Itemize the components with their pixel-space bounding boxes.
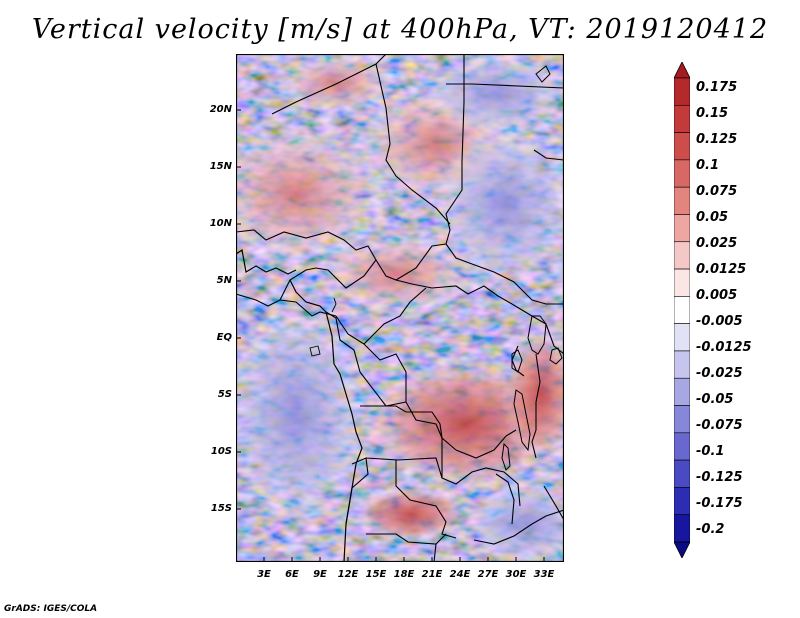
colorbar-label-0025: 0.025 <box>696 236 738 251</box>
lon-label-18e: 18E <box>393 569 415 580</box>
colorbar-label-neg0075: -0.075 <box>696 418 743 433</box>
lakes <box>501 65 563 471</box>
lat-label-5n: 5N <box>216 275 232 286</box>
country-borders <box>236 54 564 562</box>
velocity-field <box>236 54 564 562</box>
lat-label-15s: 15S <box>210 503 232 514</box>
colorbar-label-neg02: -0.2 <box>696 522 725 537</box>
colorbar-segments <box>674 77 690 543</box>
colorbar-segment <box>674 323 690 352</box>
lat-label-5s: 5S <box>217 389 232 400</box>
colorbar-segment <box>674 159 690 188</box>
colorbar-segment <box>674 241 690 270</box>
colorbar-label-neg0025: -0.025 <box>696 366 743 381</box>
colorbar-label-neg0125: -0.125 <box>696 470 743 485</box>
colorbar-segment <box>674 132 690 161</box>
colorbar <box>674 62 690 558</box>
colorbar-segment <box>674 432 690 461</box>
colorbar-label-01: 0.1 <box>696 158 720 173</box>
lat-label-eq: EQ <box>216 332 232 343</box>
lon-label-30e: 30E <box>505 569 527 580</box>
colorbar-label-005: 0.05 <box>696 210 729 225</box>
colorbar-segment <box>674 405 690 434</box>
colorbar-label-neg01: -0.1 <box>696 444 725 459</box>
colorbar-segment <box>674 268 690 297</box>
grads-credit: GrADS: IGES/COLA <box>4 604 98 614</box>
lon-label-21e: 21E <box>421 569 443 580</box>
map-title: Vertical velocity [m/s] at 400hPa, VT: 2… <box>31 14 769 45</box>
colorbar-label-neg005: -0.05 <box>696 392 734 407</box>
colorbar-label-015: 0.15 <box>696 106 729 121</box>
colorbar-segment <box>674 214 690 243</box>
colorbar-segment <box>674 377 690 406</box>
colorbar-label-neg0005: -0.005 <box>696 314 743 329</box>
colorbar-bottom-triangle <box>674 541 690 558</box>
lat-label-10s: 10S <box>210 446 232 457</box>
colorbar-segment <box>674 104 690 133</box>
lat-label-10n: 10N <box>209 218 232 229</box>
colorbar-label-0125: 0.125 <box>696 132 738 147</box>
lon-label-33e: 33E <box>533 569 555 580</box>
lat-label-20n: 20N <box>209 104 232 115</box>
colorbar-segment <box>674 350 690 379</box>
lat-label-15n: 15N <box>209 161 232 172</box>
colorbar-label-0005: 0.005 <box>696 288 738 303</box>
map-field <box>236 54 564 562</box>
colorbar-segment <box>674 77 690 106</box>
colorbar-label-0175: 0.175 <box>696 80 738 95</box>
colorbar-segment <box>674 514 690 543</box>
colorbar-top-triangle <box>674 62 690 79</box>
colorbar-label-neg00125: -0.0125 <box>696 340 752 355</box>
lon-label-12e: 12E <box>337 569 359 580</box>
lon-label-6e: 6E <box>285 569 299 580</box>
lon-label-15e: 15E <box>365 569 387 580</box>
map-ticks <box>236 109 545 562</box>
colorbar-label-0075: 0.075 <box>696 184 738 199</box>
colorbar-label-neg0175: -0.175 <box>696 496 743 511</box>
lon-label-27e: 27E <box>477 569 499 580</box>
colorbar-segment <box>674 459 690 488</box>
map-frame <box>236 54 564 562</box>
colorbar-segment <box>674 487 690 516</box>
colorbar-segment <box>674 186 690 215</box>
lon-label-3e: 3E <box>257 569 271 580</box>
colorbar-segment <box>674 296 690 324</box>
colorbar-label-00125: 0.0125 <box>696 262 747 277</box>
map-panel <box>236 54 564 562</box>
lon-label-9e: 9E <box>313 569 327 580</box>
lon-label-24e: 24E <box>449 569 471 580</box>
coastline <box>236 248 363 562</box>
